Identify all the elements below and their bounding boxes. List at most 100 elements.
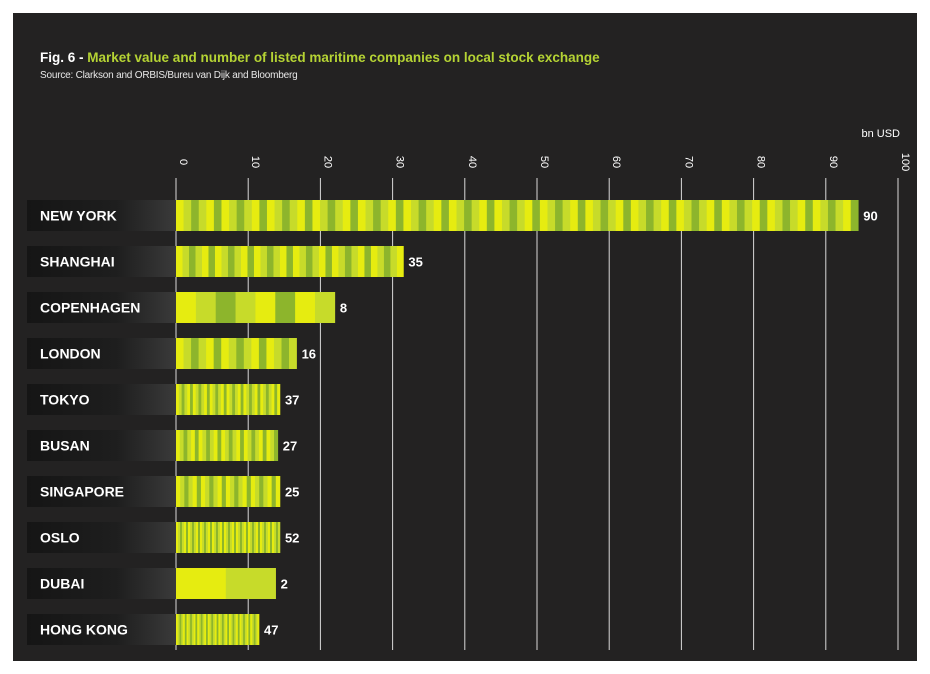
bar-segment [653,200,662,231]
bar-segment [181,614,184,645]
bar-segment [243,614,246,645]
category-label-background [27,292,176,323]
bar-segment [292,246,300,277]
bar-segment [253,522,257,553]
bar-segment [721,200,730,231]
bar-segment [232,614,235,645]
bar-segment [279,246,287,277]
x-tick-label: 70 [682,156,694,168]
category-label: NEW YORK [40,208,117,224]
bar-segment [274,430,279,461]
bar [176,246,404,277]
bar-segment [188,476,193,507]
bar-segment [250,614,253,645]
bar-segment [176,614,179,645]
company-count-label: 8 [340,301,347,316]
bar-segment [327,200,336,231]
bar-segment [176,338,184,369]
bar-segment [220,614,223,645]
bar-segment [380,200,389,231]
bar-segment [263,522,267,553]
bar-segment [570,200,579,231]
bar-segment [213,614,216,645]
bar-segment [246,614,249,645]
bar-segment [176,476,181,507]
bar-segment [191,430,196,461]
bar-segment [600,200,609,231]
bar-segment [246,476,252,507]
bar-segment [215,384,219,415]
x-tick-label: 60 [610,156,622,168]
company-count-label: 47 [264,623,278,638]
bar-segment [289,338,297,369]
bar-segment [255,430,260,461]
category-label: SINGAPORE [40,484,124,500]
bar-segment [331,246,339,277]
bar-segment [204,614,207,645]
bar-segment [208,246,216,277]
bar-segment [240,430,245,461]
bar-segment [464,200,472,231]
bar-segment [240,246,248,277]
bar-segment [251,430,256,461]
bar-segment [187,384,191,415]
bar [176,430,279,461]
bar-segment [364,246,372,277]
bar-segment [251,384,255,415]
bar-segment [448,200,457,231]
category-label: SHANGHAI [40,254,115,270]
bar-segment [181,384,185,415]
bar-segment [184,476,189,507]
bar-segment [234,246,242,277]
bar-segment [269,522,273,553]
bar-segment [251,338,260,369]
x-tick-label: 100 [899,153,911,171]
bar-segment [176,246,183,277]
bar-segment [254,384,258,415]
bar-segment [243,338,252,369]
bar-segment [191,614,194,645]
bar-segment [790,200,798,231]
bar-segment [183,338,192,369]
bar-segment [203,522,207,553]
bar-segment [267,522,271,553]
bar-segment [213,200,222,231]
bar-segment [181,522,185,553]
bar-segment [275,522,279,553]
bar-segment [251,200,260,231]
bar-segment [736,200,745,231]
bar-segment [225,568,276,599]
bar-segment [223,384,227,415]
bar-segment [177,614,180,645]
bar-segment [200,614,203,645]
bar-segment [259,200,268,231]
bar-segment [235,522,239,553]
bar-segment [706,200,715,231]
bar-segment [338,246,346,277]
bar-segment [509,200,518,231]
bar-segment [630,200,639,231]
bar-segment [774,200,783,231]
bar-segment [396,246,404,277]
bar-segment [615,200,624,231]
bar-segment [255,476,260,507]
bar-segment [357,200,366,231]
bar-segment [274,384,278,415]
bar-segment [187,430,192,461]
category-label: HONG KONG [40,622,128,638]
bar-segment [585,200,594,231]
bar [176,614,260,645]
bar-segment [258,338,267,369]
bar-segment [235,384,239,415]
bar-segment [232,430,237,461]
bar-segment [297,200,306,231]
bar-segment [209,522,213,553]
bar-segment [266,246,274,277]
figure-source: Source: Clarkson and ORBIS/Bureu van Dij… [40,70,298,81]
bar-segment [241,522,245,553]
bar-segment [180,476,185,507]
x-axis-unit-label: bn USD [861,128,900,140]
bar-segment [304,200,313,231]
bar-segment [215,292,236,323]
